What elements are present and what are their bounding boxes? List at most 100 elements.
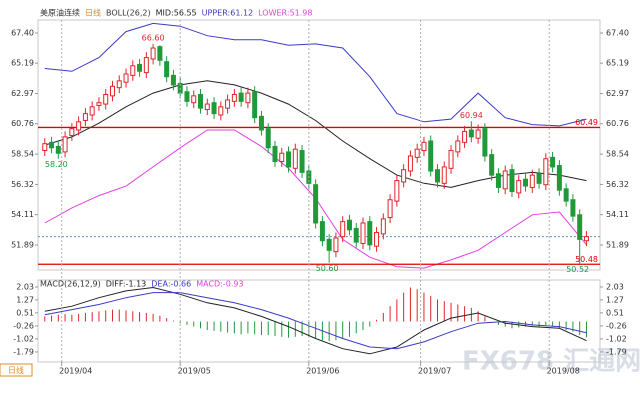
candle-body [319,221,325,242]
candle-body [583,236,589,242]
legend-entry: BOLL(26,2) [106,9,151,18]
y-tick-label: 51.89 [11,240,34,249]
candle-body [55,145,61,154]
legend-entry: LOWER:51.98 [258,9,312,18]
candle-body [198,93,204,109]
y-tick-label: -1.02 [13,334,34,343]
candle-body [550,156,556,168]
legend-entry: MACD(26,12,9) [40,280,101,289]
candle-body [265,128,271,149]
candle-body [82,113,88,121]
indicator-line [44,292,587,350]
support-label: 60.49 [575,118,598,127]
candle-body [62,136,68,153]
candle-body [353,227,359,243]
candle-body [191,95,197,104]
panel-frame [37,279,601,363]
y-tick-label: 62.97 [606,89,629,98]
candle-body [543,158,549,186]
candle-body [116,80,122,89]
legend-entry: DIFF:-1.13 [106,280,147,289]
candle-body [42,143,48,152]
y-tick-label: -1.79 [13,347,34,356]
y-tick-label: 0.51 [16,308,34,317]
candle-body [109,85,115,97]
legend-entry: DEA:-0.66 [151,280,191,289]
price-annotation: 66.60 [142,33,165,42]
indicator-line [44,286,587,355]
candle-body [448,150,454,169]
x-tick-label: 2019/07 [418,367,451,376]
y-tick-label: 67.40 [11,28,34,37]
candle-body [286,151,292,168]
candle-body [556,165,562,191]
price-annotation: 50.60 [316,264,339,273]
candle-body [475,129,481,139]
candle-body [428,140,434,172]
candle-body [69,128,75,137]
candle-body [387,199,393,219]
support-label: 50.48 [575,255,598,264]
y-tick-label: 65.19 [606,59,629,68]
price-annotation: 60.94 [460,111,483,120]
y-tick-label: 60.76 [606,119,629,128]
x-tick-label: 2019/05 [178,367,211,376]
candle-body [150,47,156,60]
x-tick-label: 2019/08 [547,367,580,376]
candle-body [516,180,522,194]
candle-body [238,92,244,102]
candle-body [455,140,461,153]
candle-body [231,93,237,102]
y-tick-label: 54.11 [606,210,629,219]
candle-body [434,169,440,183]
y-tick-label: 51.89 [606,240,629,249]
candle-body [184,91,190,102]
candle-body [401,169,407,183]
legend-entry: 美原油连续 [40,8,80,18]
candle-body [76,121,82,131]
candle-body [245,92,251,104]
candle-body [130,65,136,76]
candle-body [407,155,413,172]
candle-body [414,148,420,158]
legend-entry: UPPER:61.12 [202,9,253,18]
legend-entry: MID:56.55 [156,9,197,18]
candle-body [123,73,129,83]
candle-body [502,170,508,190]
price-annotation: 58.20 [45,160,68,169]
candle-body [258,115,264,131]
y-tick-label: -0.26 [606,321,627,330]
candle-body [272,145,278,162]
indicator-line [44,22,587,127]
candle-body [509,169,515,193]
candle-body [570,199,576,217]
candle-body [211,102,217,115]
candle-body [374,232,380,247]
candle-body [292,148,298,169]
candle-body [157,46,163,61]
candle-body [252,91,258,119]
y-tick-label: 1.27 [16,295,34,304]
candle-body [529,174,535,188]
candle-body [279,152,285,162]
y-tick-label: 58.54 [11,150,34,159]
period-label: 日线 [8,365,24,375]
y-tick-label: 65.19 [11,59,34,68]
candle-body [421,141,427,152]
y-tick-label: 56.32 [606,180,629,189]
candle-body [225,99,231,109]
candle-body [536,173,542,184]
candle-body [523,178,529,187]
candle-body [326,238,332,251]
candle-body [299,150,305,173]
candle-body [143,57,149,74]
candle-body [563,188,569,202]
candle-body [137,63,143,72]
candle-body [462,130,468,143]
candle-body [49,141,55,149]
candle-body [346,219,352,231]
candle-body [313,184,319,224]
candle-body [360,222,366,244]
